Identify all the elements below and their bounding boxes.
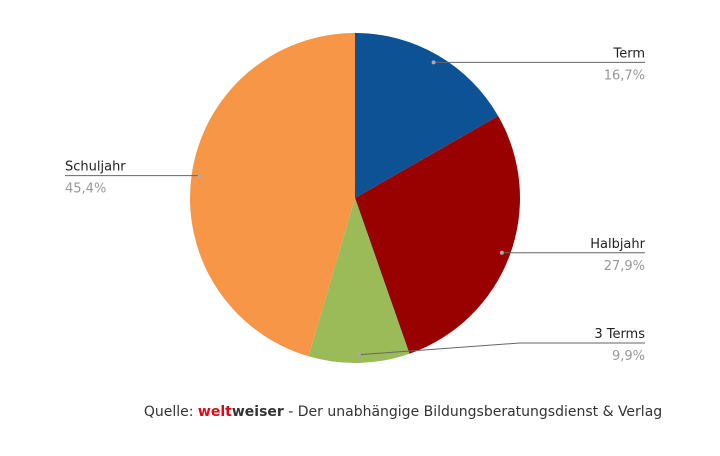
value-label: 9,9% [612,349,645,364]
value-label: 16,7% [604,68,645,83]
slice-label: Halbjahr [590,237,645,252]
pie-slice [355,115,520,354]
pie-slice [355,33,499,198]
leader-dot [197,173,202,178]
source: Quelle: weltweiser - Der unabhängige Bil… [144,404,662,420]
slice-label: Schuljahr [65,160,126,175]
value-label: 27,9% [604,259,645,274]
leader-dot [499,250,504,255]
leader-dot [356,352,361,357]
slice-label: 3 Terms [594,327,645,342]
brand-red: welt [198,404,232,420]
pie-slice [308,198,410,363]
value-label: 45,4% [65,182,106,197]
slice-label: Term [612,46,645,61]
source-prefix: Quelle: [144,404,198,420]
source-suffix: - Der unabhängige Bildungsberatungsdiens… [284,404,662,420]
labels: Term 16,7% Halbjahr 27,9% 3 Terms 9,9% Schulja… [65,46,646,364]
leader-dot [431,60,436,65]
pie [190,33,520,363]
pie-slice [190,33,355,357]
brand-dark: weiser [232,404,284,420]
leader-line [358,342,645,356]
